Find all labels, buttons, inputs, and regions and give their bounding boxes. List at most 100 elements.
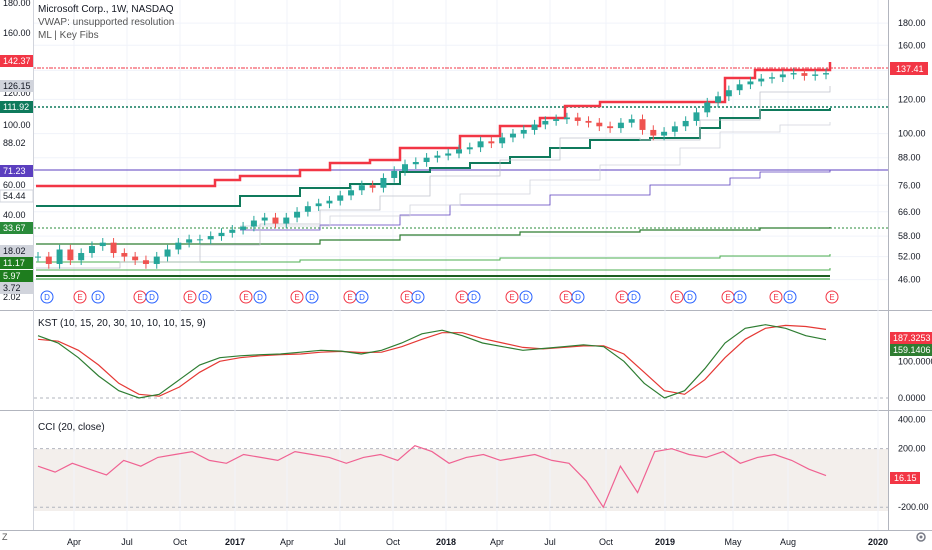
price-tick-label: 76.00: [898, 180, 921, 190]
cci-tick-label: 400.00: [898, 414, 926, 424]
candle-body: [509, 133, 516, 138]
left-price-badge: [0, 245, 33, 257]
candle-body: [240, 226, 247, 230]
left-price-badge-label: 71.23: [3, 166, 26, 176]
dividend-marker: [733, 290, 747, 304]
last-price-label: 137.41: [896, 64, 924, 74]
left-tick-label: 2.02: [3, 292, 21, 302]
time-axis-label: Jul: [544, 537, 556, 547]
time-axis-label: Oct: [599, 537, 614, 547]
dividend-marker-label: D: [359, 293, 365, 302]
earnings-marker-label: E: [243, 293, 248, 302]
candle-body: [261, 217, 268, 221]
candle-body: [736, 84, 743, 91]
fib-support-line: [36, 254, 831, 263]
candle-body: [369, 185, 376, 188]
fib-support-line: [36, 227, 831, 245]
price-tick-label: 120.00: [898, 94, 926, 104]
candle-body: [661, 131, 668, 136]
dividend-marker-label: D: [95, 293, 101, 302]
time-axis-label: Apr: [280, 537, 294, 547]
candle-body: [380, 177, 387, 188]
candle-body: [466, 147, 473, 150]
left-price-badge: [0, 55, 33, 67]
candle-body: [45, 256, 52, 264]
dividend-marker: [305, 290, 319, 304]
candle-body: [693, 112, 700, 121]
price-tick-label: 52.00: [898, 252, 921, 262]
left-tick-label: 160.00: [3, 28, 31, 38]
dividend-marker: [519, 290, 533, 304]
left-price-badge-label: 18.02: [3, 246, 26, 256]
left-price-badge-label: 126.15: [3, 81, 31, 91]
candle-body: [704, 102, 711, 113]
cci-tick-label: -200.00: [898, 502, 929, 512]
dividend-marker-label: D: [202, 293, 208, 302]
kst-signal-line: [37, 324, 827, 397]
dividend-marker-label: D: [523, 293, 529, 302]
candle-body: [229, 229, 236, 233]
zoom-reset-button[interactable]: Z: [2, 532, 8, 542]
candle-body: [402, 164, 409, 171]
time-axis-label: 2017: [225, 537, 245, 547]
candle-body: [779, 74, 786, 78]
left-price-badge-label: 142.37: [3, 56, 31, 66]
symbol-title[interactable]: Microsoft Corp., 1W, NASDAQ: [38, 4, 174, 15]
candle-body: [445, 153, 452, 156]
candle-body: [596, 122, 603, 127]
candle-body: [499, 137, 506, 144]
candle-body: [218, 232, 225, 237]
left-tick-label: 88.02: [3, 138, 26, 148]
kst-indicator-label[interactable]: KST (10, 15, 20, 30, 10, 10, 10, 15, 9): [38, 318, 206, 329]
time-axis-label: 2019: [655, 537, 675, 547]
earnings-marker-label: E: [829, 293, 834, 302]
candle-body: [423, 157, 430, 163]
candle-body: [650, 129, 657, 136]
candle-body: [520, 129, 527, 134]
candle-body: [186, 239, 193, 243]
cci-indicator-label[interactable]: CCI (20, close): [38, 422, 105, 433]
candle-body: [488, 141, 495, 144]
price-tick-label: 88.00: [898, 153, 921, 163]
ml-indicator-label[interactable]: ML | Key Fibs: [38, 30, 99, 41]
time-axis-label: Aug: [780, 537, 796, 547]
candle-body: [272, 217, 279, 224]
price-tick-label: 46.00: [898, 275, 921, 285]
left-price-badge: [0, 165, 33, 177]
candle-body: [585, 120, 592, 123]
candle-body: [67, 249, 74, 261]
left-price-badge: [0, 257, 33, 269]
earnings-marker-label: E: [77, 293, 82, 302]
dividend-marker-label: D: [737, 293, 743, 302]
candle-body: [412, 162, 419, 165]
candle-body: [99, 242, 106, 247]
earnings-marker: [670, 290, 684, 304]
candle-body: [294, 211, 301, 218]
left-price-badge: [0, 80, 33, 92]
gear-icon[interactable]: [914, 530, 928, 544]
candle-body: [812, 74, 819, 76]
candle-body: [326, 200, 333, 204]
last-price-badge: [890, 62, 928, 75]
dividend-marker-label: D: [415, 293, 421, 302]
dividend-marker: [91, 290, 105, 304]
time-axis-label: 2020: [868, 537, 888, 547]
cci-line: [37, 445, 827, 509]
time-axis-label: Apr: [490, 537, 504, 547]
dividend-marker: [571, 290, 585, 304]
cci-tick-label: 200.00: [898, 444, 926, 454]
dividend-marker-label: D: [687, 293, 693, 302]
candle-body: [574, 117, 581, 121]
candle-body: [153, 256, 160, 264]
left-price-badge-label: 111.92: [3, 102, 29, 112]
candle-body: [790, 73, 797, 75]
candle-body: [56, 249, 63, 264]
dividend-marker: [355, 290, 369, 304]
left-tick-label: 60.00: [3, 180, 26, 190]
vwap-indicator-label[interactable]: VWAP: unsupported resolution: [38, 17, 175, 28]
candle-body: [617, 122, 624, 129]
candle-body: [725, 90, 732, 97]
dividend-marker: [198, 290, 212, 304]
